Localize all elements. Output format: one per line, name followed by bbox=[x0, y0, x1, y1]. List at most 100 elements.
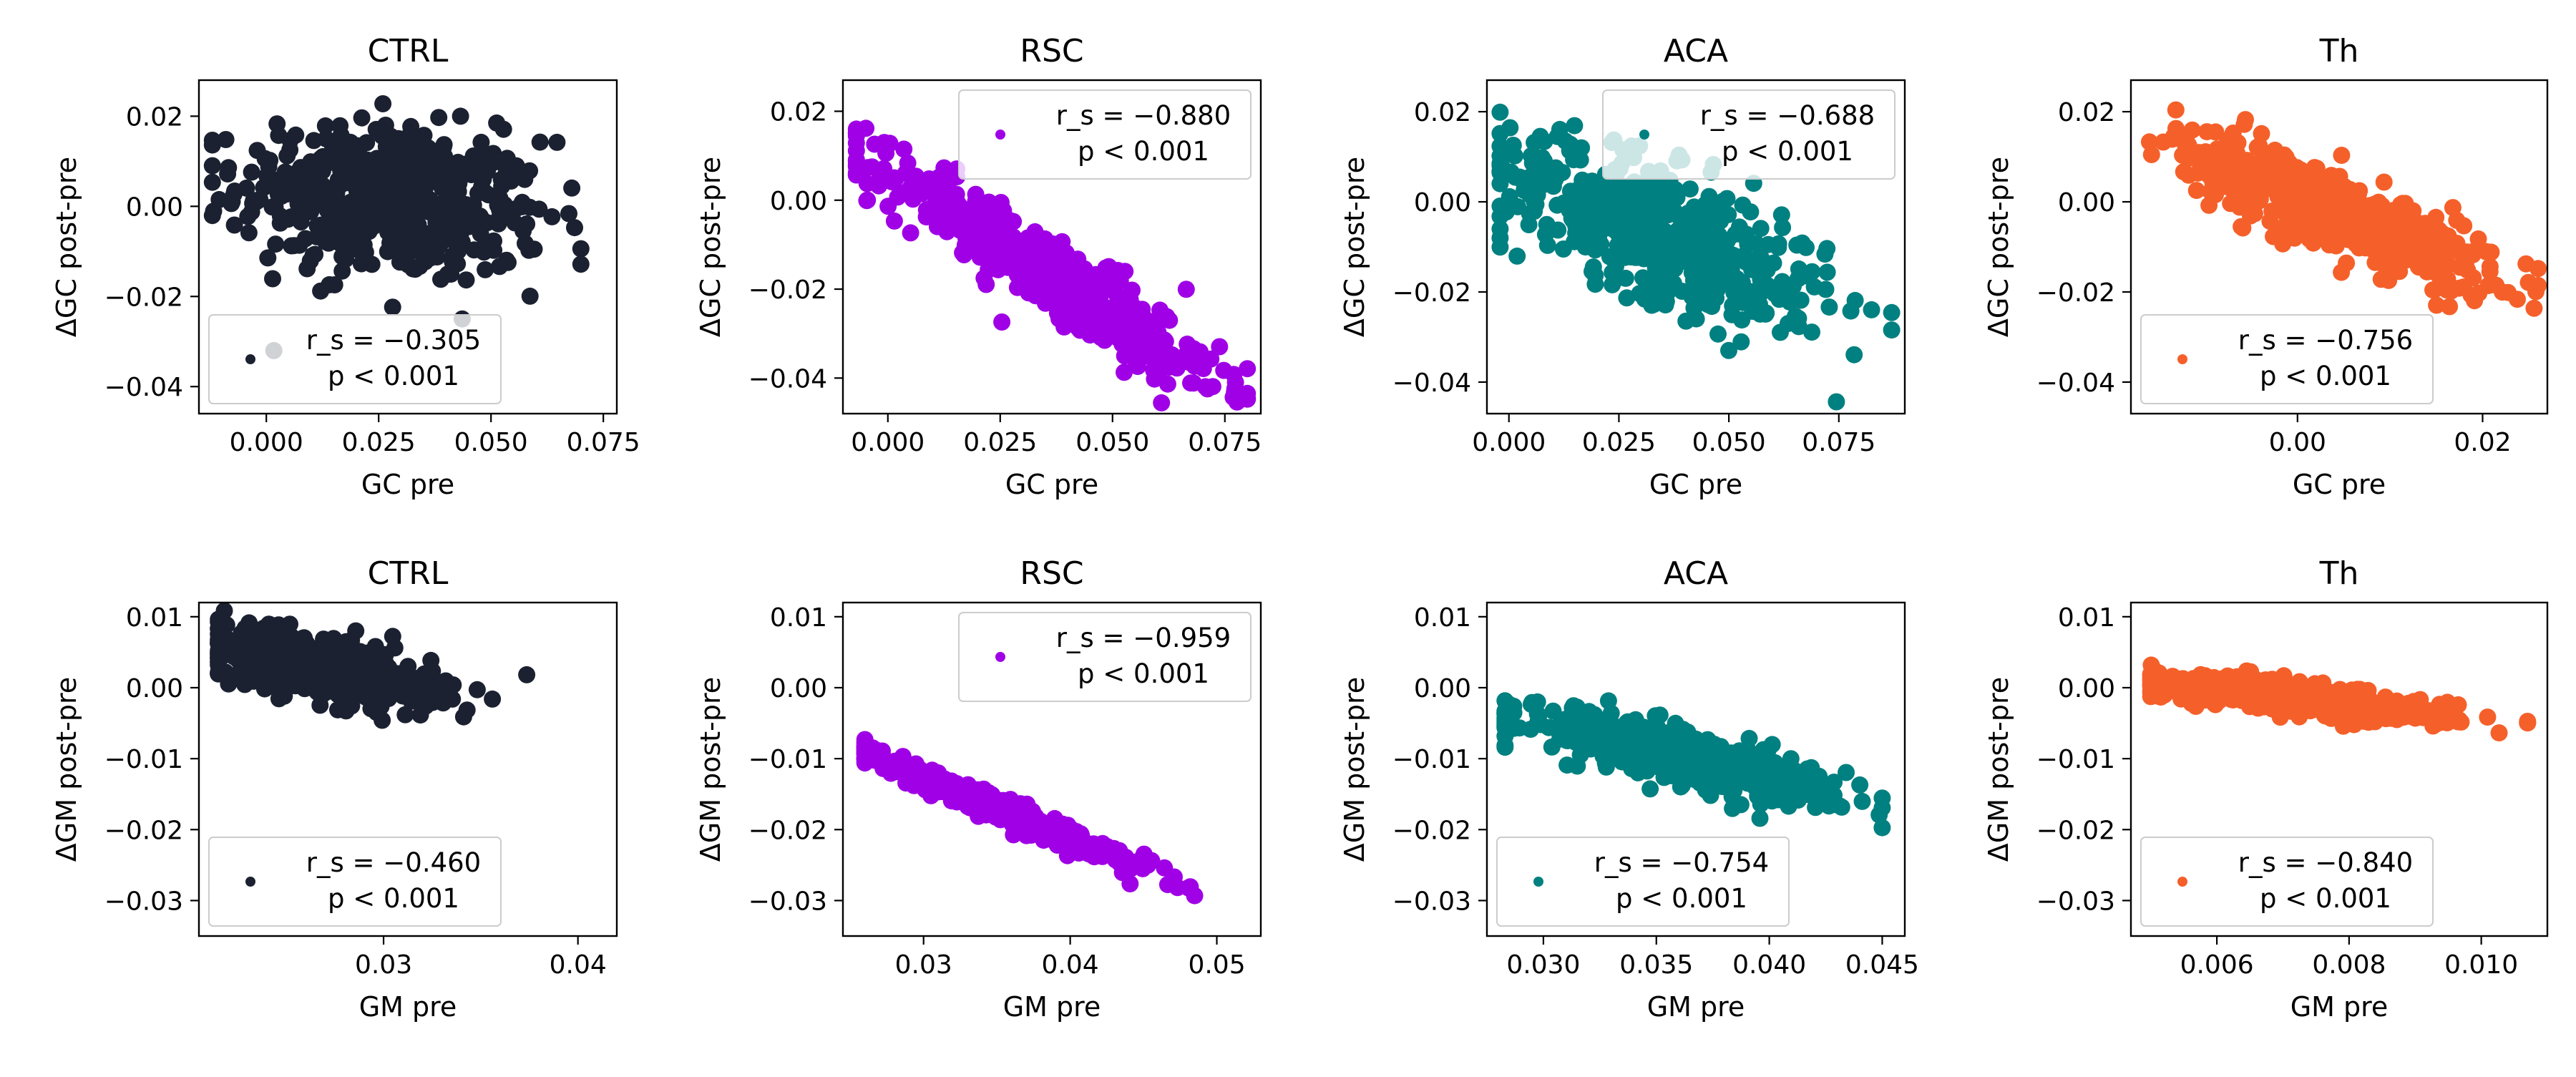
data-point bbox=[2224, 125, 2242, 142]
data-point bbox=[2481, 258, 2499, 276]
data-point bbox=[1568, 698, 1586, 716]
data-point bbox=[1544, 702, 1562, 720]
data-point bbox=[1497, 693, 1514, 711]
x-axis-label: GM pre bbox=[1003, 991, 1101, 1023]
data-point bbox=[1185, 374, 1202, 392]
data-point bbox=[1045, 240, 1063, 258]
data-point bbox=[572, 255, 590, 273]
y-tick-label: 0.02 bbox=[1414, 98, 1471, 127]
axes-frame bbox=[197, 601, 618, 937]
data-point bbox=[2479, 277, 2497, 294]
data-point bbox=[1185, 340, 1202, 358]
data-point bbox=[261, 152, 279, 170]
data-point bbox=[530, 200, 548, 218]
data-point bbox=[1873, 789, 1891, 807]
y-tick-label: −0.04 bbox=[2036, 369, 2115, 398]
subplot-1: 0.000 0.025 0.050 0.075 0.02 0.00 −0.02 −0.04 CT… bbox=[51, 33, 640, 500]
legend: r_s = −0.959 p < 0.001 bbox=[958, 612, 1252, 702]
data-point bbox=[438, 230, 456, 248]
data-point bbox=[2509, 291, 2526, 308]
subplot-title: RSC bbox=[1020, 555, 1083, 592]
y-tick-label: −0.01 bbox=[748, 745, 827, 774]
data-point bbox=[263, 631, 280, 649]
data-point bbox=[922, 202, 940, 220]
data-point bbox=[427, 213, 445, 231]
data-point bbox=[368, 150, 386, 167]
axes-frame bbox=[2129, 79, 2549, 415]
data-point bbox=[2187, 182, 2205, 200]
data-point bbox=[1677, 312, 1695, 330]
data-point bbox=[1668, 189, 1686, 207]
data-point bbox=[1571, 198, 1589, 215]
subplot-title: ACA bbox=[1664, 33, 1728, 69]
data-point bbox=[1022, 819, 1040, 837]
legend-stat: r_s = −0.305 bbox=[306, 325, 481, 356]
scatter-points bbox=[847, 120, 1257, 411]
data-point bbox=[2142, 671, 2160, 689]
data-point bbox=[460, 162, 478, 179]
data-point bbox=[1744, 251, 1762, 269]
data-point bbox=[1803, 263, 1821, 281]
x-axis-label: GC pre bbox=[2293, 469, 2386, 500]
data-point bbox=[2386, 258, 2404, 276]
data-point bbox=[295, 654, 313, 672]
data-point bbox=[1516, 182, 1533, 200]
legend-stat: r_s = −0.840 bbox=[2238, 847, 2413, 878]
data-point bbox=[430, 109, 448, 127]
data-point bbox=[270, 127, 288, 145]
data-point bbox=[225, 185, 243, 203]
data-point bbox=[1523, 154, 1541, 172]
data-point bbox=[343, 195, 361, 213]
data-point bbox=[2142, 146, 2160, 163]
data-point bbox=[1648, 718, 1666, 735]
data-point bbox=[2207, 123, 2225, 141]
data-point bbox=[2140, 133, 2158, 151]
data-point bbox=[285, 237, 303, 255]
data-point bbox=[975, 269, 993, 287]
data-point bbox=[1726, 273, 1744, 291]
data-point bbox=[1561, 135, 1579, 153]
data-point bbox=[902, 224, 919, 242]
y-axis-label: ΔGM post-pre bbox=[695, 677, 726, 862]
legend-box bbox=[2140, 837, 2434, 927]
data-point bbox=[521, 287, 539, 305]
data-point bbox=[871, 165, 889, 182]
data-point bbox=[1179, 879, 1197, 897]
data-point bbox=[363, 255, 381, 273]
data-point bbox=[2405, 693, 2423, 711]
data-point bbox=[942, 207, 960, 225]
data-point bbox=[1146, 370, 1163, 388]
legend-pvalue: p < 0.001 bbox=[1722, 136, 1853, 167]
data-point bbox=[1643, 203, 1660, 220]
y-tick-label: −0.03 bbox=[748, 887, 827, 916]
legend: r_s = −0.756 p < 0.001 bbox=[2140, 314, 2434, 404]
data-point bbox=[2466, 292, 2484, 310]
data-point bbox=[452, 107, 469, 125]
data-point bbox=[1751, 809, 1769, 827]
legend-pvalue: p < 0.001 bbox=[328, 883, 459, 914]
data-point bbox=[2371, 246, 2389, 264]
data-point bbox=[1863, 301, 1880, 318]
data-point bbox=[1657, 203, 1675, 221]
data-point bbox=[1177, 281, 1195, 298]
data-point bbox=[259, 249, 277, 267]
y-tick-label: −0.03 bbox=[1392, 887, 1471, 916]
data-point bbox=[2189, 681, 2206, 699]
data-point bbox=[1130, 352, 1148, 370]
data-point bbox=[1521, 169, 1538, 186]
data-point bbox=[1772, 206, 1790, 224]
data-point bbox=[288, 670, 306, 687]
y-tick-label: −0.02 bbox=[748, 276, 827, 305]
x-tick-label: 0.03 bbox=[355, 950, 412, 980]
data-point bbox=[1676, 244, 1694, 262]
data-point bbox=[271, 208, 289, 225]
legend-box bbox=[1496, 837, 1790, 927]
data-point bbox=[1760, 235, 1777, 253]
data-point bbox=[1011, 249, 1029, 266]
data-point bbox=[928, 218, 946, 235]
y-tick-label: −0.04 bbox=[1392, 369, 1471, 398]
data-point bbox=[298, 634, 316, 652]
data-point bbox=[288, 180, 306, 198]
axes-frame bbox=[1485, 79, 1906, 415]
